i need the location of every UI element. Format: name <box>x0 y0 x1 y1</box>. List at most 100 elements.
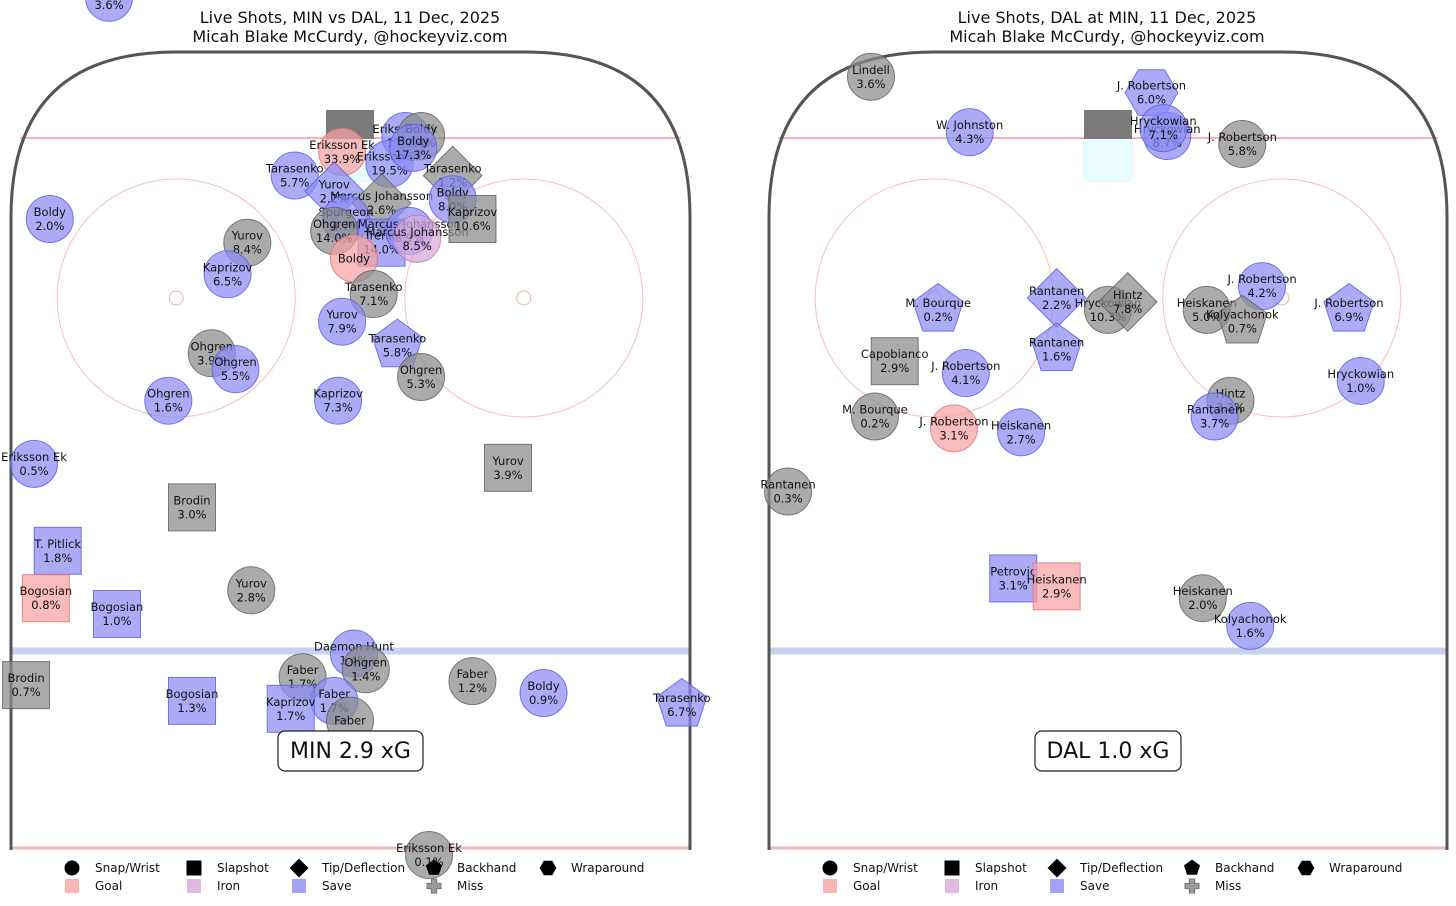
shot-circle-save <box>318 297 367 346</box>
shot-square-save <box>266 684 315 733</box>
legend-shot-type-label: Slapshot <box>217 861 269 875</box>
shot-player-label: Heiskanen <box>991 418 1051 432</box>
shot-xg-label: 0.3% <box>773 492 802 506</box>
shot-player-label: Faber <box>334 714 366 728</box>
shot-pentagon-save <box>1323 282 1375 332</box>
panel-subtitle: Micah Blake McCurdy, @hockeyviz.com <box>949 27 1264 46</box>
legend-shot-type-label: Tip/Deflection <box>321 861 405 875</box>
shot-xg-label: 1.2% <box>458 681 487 695</box>
faceoff-dot <box>168 290 184 306</box>
shot-circle-goal <box>929 404 978 453</box>
dal-shot-map-panel: Live Shots, DAL at MIN, 11 Dec, 2025 Mic… <box>760 8 1449 894</box>
shot-xg-label: 2.9% <box>880 361 909 375</box>
shot-circle-miss <box>850 392 899 441</box>
legend-goal-icon <box>823 879 837 893</box>
legend-pentagon-icon <box>425 859 443 875</box>
shot-xg-label: 1.6% <box>154 401 183 415</box>
shot-xg-label: 1.6% <box>1236 626 1265 640</box>
shot-xg-label: 5.3% <box>406 377 435 391</box>
rink-boards <box>9 50 692 850</box>
faceoff-dot <box>516 290 532 306</box>
shot-pentagon-miss <box>1216 294 1268 344</box>
shot-player-label: Hintz <box>1113 288 1143 302</box>
shot-legend: Snap/Wrist Slapshot Tip/Deflection Backhand… <box>822 858 1402 894</box>
shot-player-label: Yurov <box>325 308 358 322</box>
shot-xg-label: 5.8% <box>1228 144 1257 158</box>
legend-outcome-label: Goal <box>95 879 122 893</box>
shot-xg-label: 2.2% <box>1042 298 1071 312</box>
shot-xg-label: 8.4% <box>233 243 262 257</box>
shot-xg-label: 3.1% <box>999 578 1028 592</box>
shot-player-label: Boldy <box>338 252 370 266</box>
shot-xg-label: 6.9% <box>1334 310 1363 324</box>
shot-xg-label: 4.3% <box>955 132 984 146</box>
rink-boards <box>767 50 1449 850</box>
shot-square-miss <box>2 661 51 710</box>
shot-xg-label: 0.7% <box>1228 322 1257 336</box>
shot-pentagon-save <box>656 677 708 727</box>
legend-diamond-icon <box>289 858 309 878</box>
shot-xg-label: 1.3% <box>177 701 206 715</box>
shot-player-label: J. Robertson <box>918 414 988 428</box>
shot-xg-label: 10.6% <box>454 219 491 233</box>
xg-total-label: MIN 2.9 xG <box>290 739 411 764</box>
shot-xg-label: 7.3% <box>324 401 353 415</box>
shot-xg-label: 6.5% <box>213 274 242 288</box>
shot-circle-miss <box>1218 119 1267 168</box>
legend-circle-icon <box>64 860 80 876</box>
shot-square-goal <box>1032 562 1081 611</box>
shot-player-label: Boldy <box>527 679 559 693</box>
shot-player-label: Yurov <box>231 229 264 243</box>
shot-xg-label: 0.8% <box>31 598 60 612</box>
shot-xg-label: 1.4% <box>351 669 380 683</box>
shot-circle-save <box>314 376 363 425</box>
shot-player-label: Capobianco <box>861 347 929 361</box>
shot-xg-label: 5.7% <box>280 176 309 190</box>
shot-circle-save <box>1336 356 1385 405</box>
legend-outcome-label: Miss <box>457 879 483 893</box>
shot-xg-label: 2.0% <box>35 219 64 233</box>
shot-player-label: Bogosian <box>19 584 72 598</box>
shot-xg-label: 7.9% <box>327 322 356 336</box>
shot-player-label: Eriksson Ek <box>1 450 67 464</box>
xg-total-label: DAL 1.0 xG <box>1047 739 1170 764</box>
shot-xg-label: 5.0% <box>1192 310 1221 324</box>
panel-subtitle: Micah Blake McCurdy, @hockeyviz.com <box>192 27 507 46</box>
shot-square-save <box>92 590 141 638</box>
shot-player-label: Petrovic <box>990 564 1036 578</box>
shot-player-label: Kaprizov <box>266 695 316 709</box>
shot-xg-label: 2.8% <box>237 590 266 604</box>
shot-circle-iron <box>393 214 442 263</box>
min-shot-map-panel: Live Shots, MIN vs DAL, 11 Dec, 2025 Mic… <box>1 0 711 894</box>
shot-circle-save <box>1190 392 1239 441</box>
shot-player-label: Brodin <box>173 493 210 507</box>
shot-player-label: M. Bourque <box>842 403 908 417</box>
legend-diamond-icon <box>1047 858 1067 878</box>
shot-pentagon-save <box>371 318 423 368</box>
legend-shot-type-label: Backhand <box>1215 861 1274 875</box>
legend-shot-type-label: Backhand <box>457 861 516 875</box>
